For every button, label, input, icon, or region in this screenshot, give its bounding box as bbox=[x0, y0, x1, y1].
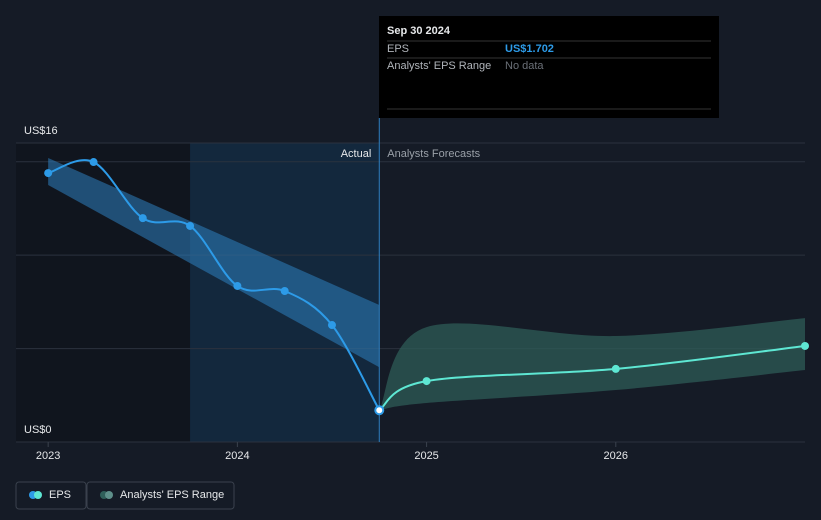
x-tick-label: 2024 bbox=[225, 450, 249, 462]
legend-swatch bbox=[34, 491, 42, 499]
eps-line bbox=[378, 344, 806, 412]
x-tick-label: 2025 bbox=[414, 450, 438, 462]
divider-label: Actual bbox=[341, 148, 372, 160]
tooltip-value: US$1.702 bbox=[505, 43, 554, 55]
eps-point bbox=[422, 377, 431, 386]
tooltip-label: Analysts' EPS Range bbox=[387, 60, 491, 72]
divider-label: Analysts Forecasts bbox=[387, 148, 480, 160]
eps-point bbox=[186, 221, 195, 230]
legend-item[interactable]: EPS bbox=[15, 481, 87, 510]
eps-point bbox=[44, 169, 53, 178]
eps-point bbox=[280, 287, 289, 296]
eps-point bbox=[611, 364, 620, 373]
legend-swatch bbox=[105, 491, 113, 499]
eps-point bbox=[89, 158, 98, 167]
legend-label: EPS bbox=[49, 489, 71, 501]
legend-box bbox=[86, 481, 235, 510]
tooltip-date: Sep 30 2024 bbox=[387, 25, 451, 37]
eps-point bbox=[138, 214, 147, 223]
x-tick-label: 2026 bbox=[604, 450, 628, 462]
highlight-point bbox=[374, 405, 385, 416]
tooltip bbox=[379, 16, 719, 118]
legend-item[interactable]: Analysts' EPS Range bbox=[86, 481, 235, 510]
tooltip-label: EPS bbox=[387, 43, 409, 55]
range-area bbox=[48, 157, 380, 368]
y-tick-label: US$0 bbox=[24, 424, 52, 436]
eps-point bbox=[801, 341, 809, 350]
eps-point bbox=[233, 281, 242, 290]
eps-point bbox=[327, 321, 336, 330]
legend-box bbox=[15, 481, 87, 510]
y-tick-label: US$16 bbox=[24, 125, 58, 137]
tooltip-value: No data bbox=[505, 60, 544, 72]
legend-label: Analysts' EPS Range bbox=[120, 489, 224, 501]
range-area bbox=[379, 318, 805, 411]
x-tick-label: 2023 bbox=[36, 450, 60, 462]
